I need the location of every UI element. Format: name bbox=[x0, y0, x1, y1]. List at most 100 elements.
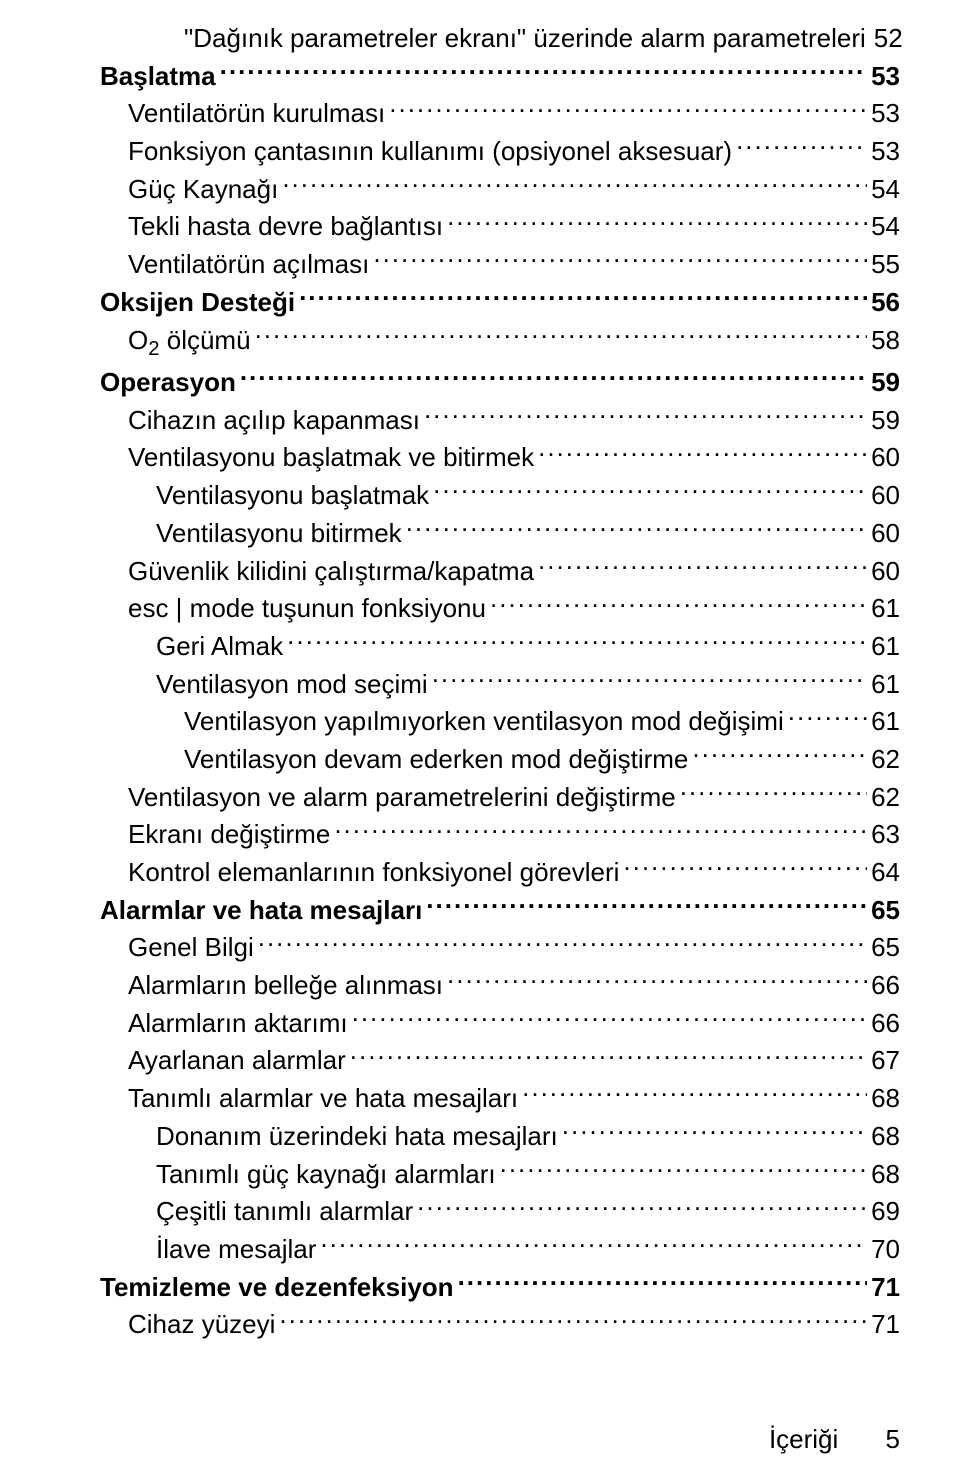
toc-entry-label: Cihazın açılıp kapanması bbox=[128, 402, 420, 440]
toc-leader-dots bbox=[240, 365, 867, 391]
toc-entry[interactable]: Alarmların belleğe alınması66 bbox=[100, 967, 900, 1005]
toc-entry-page: 68 bbox=[871, 1118, 900, 1156]
toc-entry-page: 71 bbox=[871, 1306, 900, 1344]
toc-entry-page: 62 bbox=[871, 741, 900, 779]
toc-leader-dots bbox=[299, 285, 867, 311]
toc-entry[interactable]: esc | mode tuşunun fonksiyonu 61 bbox=[100, 590, 900, 628]
toc-leader-dots bbox=[282, 172, 867, 198]
toc-entry[interactable]: Ventilasyon ve alarm parametrelerini değ… bbox=[100, 779, 900, 817]
toc-entry[interactable]: Genel Bilgi65 bbox=[100, 929, 900, 967]
toc-entry-page: 58 bbox=[871, 322, 900, 360]
toc-leader-dots bbox=[447, 209, 867, 235]
toc-entry-label: Başlatma bbox=[100, 58, 216, 96]
toc-entry[interactable]: Donanım üzerindeki hata mesajları 68 bbox=[100, 1118, 900, 1156]
toc-entry-page: 68 bbox=[871, 1156, 900, 1194]
toc-entry-label: Tekli hasta devre bağlantısı bbox=[128, 208, 443, 246]
toc-entry[interactable]: Geri Almak61 bbox=[100, 628, 900, 666]
toc-entry[interactable]: O2 ölçümü 58 bbox=[100, 322, 900, 365]
footer-section-label: İçeriği bbox=[769, 1424, 838, 1454]
toc-entry-page: 66 bbox=[871, 967, 900, 1005]
toc-entry-page: 60 bbox=[871, 439, 900, 477]
toc-entry[interactable]: Temizleme ve dezenfeksiyon71 bbox=[100, 1269, 900, 1307]
toc-entry-page: 54 bbox=[871, 171, 900, 209]
toc-entry[interactable]: Güç Kaynağı 54 bbox=[100, 171, 900, 209]
toc-leader-dots bbox=[406, 516, 867, 542]
toc-entry-label: Geri Almak bbox=[156, 628, 283, 666]
toc-leader-dots bbox=[680, 780, 867, 806]
table-of-contents: "Dağınık parametreler ekranı" üzerinde a… bbox=[100, 20, 900, 1344]
toc-entry[interactable]: Fonksiyon çantasının kullanımı (opsiyone… bbox=[100, 133, 900, 171]
toc-entry-label: Ventilasyonu bitirmek bbox=[156, 515, 402, 553]
toc-entry-page: 65 bbox=[871, 929, 900, 967]
toc-entry-label: O2 ölçümü bbox=[128, 322, 251, 365]
toc-leader-dots bbox=[538, 440, 867, 466]
toc-leader-dots bbox=[424, 403, 867, 429]
toc-entry-page: 60 bbox=[871, 515, 900, 553]
toc-entry-label: Ventilasyon mod seçimi bbox=[156, 666, 428, 704]
toc-entry[interactable]: Tanımlı güç kaynağı alarmları 68 bbox=[100, 1156, 900, 1194]
toc-entry[interactable]: Ekranı değiştirme63 bbox=[100, 816, 900, 854]
toc-entry[interactable]: Tanımlı alarmlar ve hata mesajları 68 bbox=[100, 1080, 900, 1118]
toc-entry[interactable]: Tekli hasta devre bağlantısı54 bbox=[100, 208, 900, 246]
toc-entry[interactable]: Ventilasyonu bitirmek 60 bbox=[100, 515, 900, 553]
toc-entry[interactable]: Oksijen Desteği56 bbox=[100, 284, 900, 322]
toc-entry-page: 61 bbox=[871, 590, 900, 628]
toc-leader-dots bbox=[432, 667, 867, 693]
toc-entry-page: 69 bbox=[871, 1193, 900, 1231]
toc-entry[interactable]: Başlatma53 bbox=[100, 58, 900, 96]
toc-entry-label: Ventilasyon devam ederken mod değiştirme bbox=[184, 741, 688, 779]
toc-entry-page: 66 bbox=[871, 1005, 900, 1043]
toc-entry-label: Güç Kaynağı bbox=[128, 171, 278, 209]
toc-entry-page: 53 bbox=[871, 95, 900, 133]
toc-entry-page: 53 bbox=[871, 133, 900, 171]
toc-entry-label: Ventilatörün kurulması bbox=[128, 95, 385, 133]
toc-leader-dots bbox=[279, 1307, 867, 1333]
toc-entry-label: Tanımlı alarmlar ve hata mesajları bbox=[128, 1080, 518, 1118]
toc-entry-label: Ventilasyon yapılmıyorken ventilasyon mo… bbox=[184, 703, 784, 741]
toc-leader-dots bbox=[389, 96, 867, 122]
toc-entry-label: esc | mode tuşunun fonksiyonu bbox=[128, 590, 486, 628]
toc-entry[interactable]: Ventilatörün kurulması 53 bbox=[100, 95, 900, 133]
toc-leader-dots bbox=[255, 323, 868, 349]
toc-entry-label: Ventilasyonu başlatmak bbox=[156, 477, 429, 515]
toc-leader-dots bbox=[736, 134, 867, 160]
toc-entry[interactable]: Ventilasyon yapılmıyorken ventilasyon mo… bbox=[100, 703, 900, 741]
toc-entry[interactable]: Operasyon59 bbox=[100, 364, 900, 402]
toc-entry[interactable]: Alarmların aktarımı 66 bbox=[100, 1005, 900, 1043]
toc-entry[interactable]: Ventilasyonu başlatmak60 bbox=[100, 477, 900, 515]
toc-leader-dots bbox=[522, 1081, 867, 1107]
toc-entry-label: Alarmlar ve hata mesajları bbox=[100, 892, 422, 930]
toc-leader-dots bbox=[417, 1194, 867, 1220]
toc-entry-label: Ventilatörün açılması bbox=[128, 246, 369, 284]
toc-entry-label: Oksijen Desteği bbox=[100, 284, 295, 322]
toc-entry[interactable]: "Dağınık parametreler ekranı" üzerinde a… bbox=[100, 20, 900, 58]
toc-entry[interactable]: Ventilasyon devam ederken mod değiştirme… bbox=[100, 741, 900, 779]
toc-leader-dots bbox=[562, 1119, 867, 1145]
toc-entry-label: Ayarlanan alarmlar bbox=[128, 1042, 346, 1080]
toc-entry-label: İlave mesajlar bbox=[156, 1231, 316, 1269]
toc-leader-dots bbox=[623, 855, 867, 881]
toc-leader-dots bbox=[258, 930, 867, 956]
toc-entry-label: Güvenlik kilidini çalıştırma/kapatma bbox=[128, 553, 534, 591]
toc-entry[interactable]: Cihaz yüzeyi71 bbox=[100, 1306, 900, 1344]
toc-entry[interactable]: Kontrol elemanlarının fonksiyonel görevl… bbox=[100, 854, 900, 892]
toc-entry[interactable]: Ventilasyon mod seçimi61 bbox=[100, 666, 900, 704]
toc-entry-label: Tanımlı güç kaynağı alarmları bbox=[156, 1156, 496, 1194]
toc-entry[interactable]: Ventilatörün açılması 55 bbox=[100, 246, 900, 284]
toc-entry[interactable]: Güvenlik kilidini çalıştırma/kapatma60 bbox=[100, 553, 900, 591]
toc-entry-page: 71 bbox=[871, 1269, 900, 1307]
toc-entry[interactable]: Çeşitli tanımlı alarmlar69 bbox=[100, 1193, 900, 1231]
toc-leader-dots bbox=[320, 1232, 867, 1258]
toc-entry[interactable]: Cihazın açılıp kapanması59 bbox=[100, 402, 900, 440]
toc-entry-page: 64 bbox=[871, 854, 900, 892]
toc-entry[interactable]: Ayarlanan alarmlar67 bbox=[100, 1042, 900, 1080]
toc-entry[interactable]: Alarmlar ve hata mesajları65 bbox=[100, 892, 900, 930]
toc-leader-dots bbox=[500, 1157, 867, 1183]
toc-entry-label: Donanım üzerindeki hata mesajları bbox=[156, 1118, 558, 1156]
toc-entry-page: 55 bbox=[871, 246, 900, 284]
toc-entry-page: 68 bbox=[871, 1080, 900, 1118]
toc-entry[interactable]: İlave mesajlar70 bbox=[100, 1231, 900, 1269]
toc-entry-label: Alarmların aktarımı bbox=[128, 1005, 348, 1043]
toc-entry[interactable]: Ventilasyonu başlatmak ve bitirmek60 bbox=[100, 439, 900, 477]
toc-leader-dots bbox=[538, 554, 867, 580]
